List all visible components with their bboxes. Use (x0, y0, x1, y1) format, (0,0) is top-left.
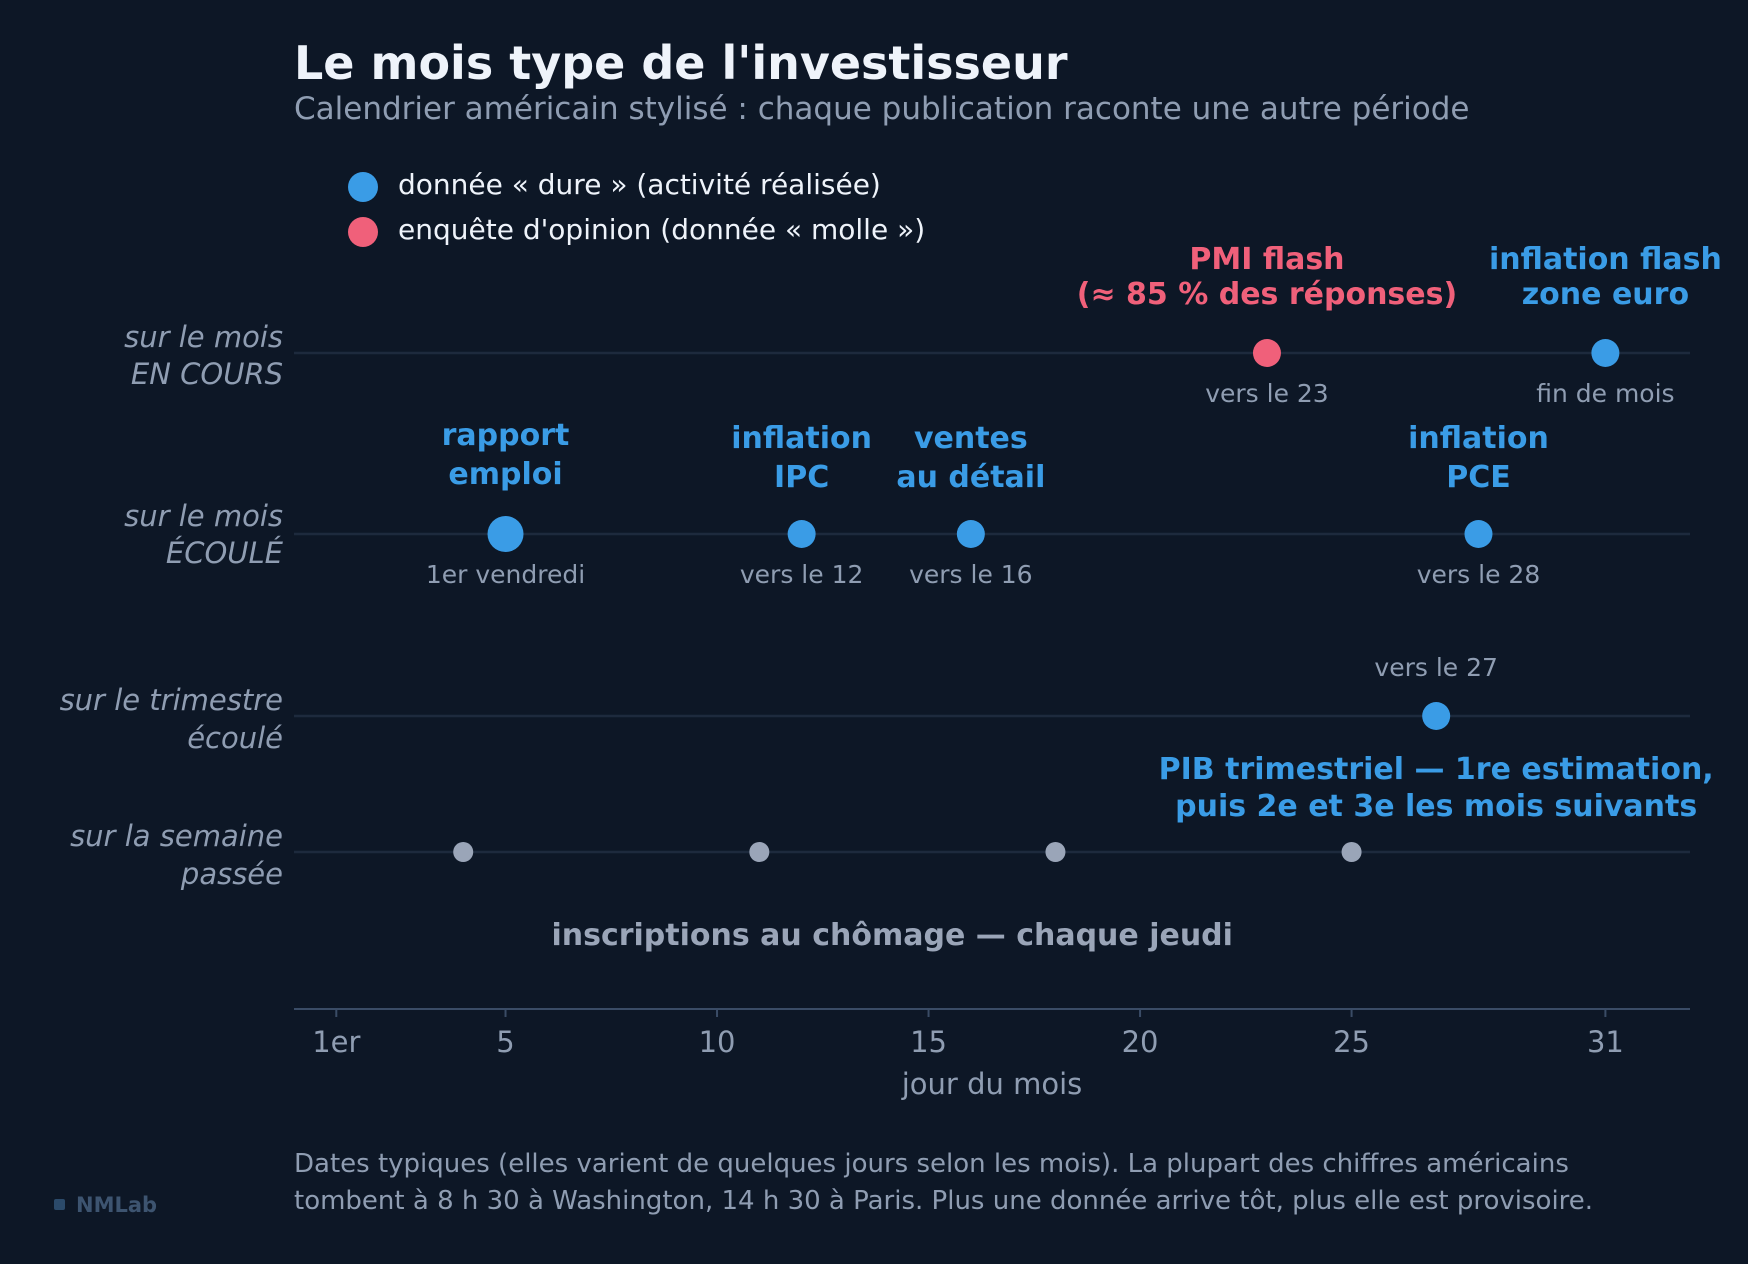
row-label: EN COURS (131, 357, 283, 391)
row-label: sur la semaine (70, 819, 283, 853)
event-markers: PMI flash(≈ 85 % des réponses) vers le 23… (426, 242, 1722, 824)
chart-title: Le mois type de l'investisseur (294, 36, 1068, 90)
event-date-label: fin de mois (1536, 379, 1674, 408)
event-group: rapport emploi 1er vendredi (426, 418, 585, 589)
event-label: inflation flash (1489, 242, 1722, 277)
event-group: inflation IPC vers le 12 (731, 421, 872, 589)
event-label: ventes (914, 421, 1028, 456)
event-label: inflation (1408, 421, 1549, 456)
event-point (1422, 702, 1451, 730)
event-group: ventes au détail vers le 16 (896, 421, 1045, 589)
x-tick-label: 20 (1122, 1025, 1159, 1059)
x-axis-title: jour du mois (901, 1067, 1083, 1101)
x-tick-label: 10 (699, 1025, 736, 1059)
chart-subtitle: Calendrier américain stylisé : chaque pu… (294, 91, 1469, 127)
event-date-label: vers le 27 (1374, 653, 1498, 682)
x-tick-label: 1er (312, 1025, 360, 1059)
weekly-series: inscriptions au chômage — chaque jeudi (453, 842, 1362, 953)
event-label: emploi (448, 457, 562, 492)
weekly-point (1341, 842, 1362, 862)
legend: donnée « dure » (activité réalisée) enqu… (348, 168, 925, 247)
event-label: inflation (731, 421, 872, 456)
legend-marker-hard (348, 172, 378, 202)
footnote-line-1: Dates typiques (elles varient de quelque… (294, 1149, 1569, 1179)
event-group: PIB trimestriel — 1re estimation,puis 2e… (1159, 653, 1714, 824)
x-tick-label: 31 (1587, 1025, 1624, 1059)
row-label: sur le trimestre (60, 683, 283, 717)
event-date-label: vers le 16 (909, 560, 1033, 589)
event-label: zone euro (1522, 277, 1689, 312)
weekly-label: inscriptions au chômage — chaque jeudi (551, 918, 1233, 953)
event-point (1252, 339, 1281, 367)
event-label: PIB trimestriel — 1re estimation, (1159, 752, 1714, 787)
event-label: IPC (774, 460, 829, 495)
legend-label-soft: enquête d'opinion (donnée « molle ») (398, 213, 925, 246)
weekly-point (749, 842, 770, 862)
event-date-label: vers le 23 (1205, 379, 1329, 408)
x-tick-label: 15 (910, 1025, 947, 1059)
event-label: au détail (896, 460, 1045, 495)
event-group: inflation PCE vers le 28 (1408, 421, 1549, 589)
event-date-label: 1er vendredi (426, 560, 585, 589)
brand-logo-icon (54, 1199, 65, 1210)
row-label: ÉCOULÉ (166, 536, 284, 570)
footnote-line-2: tombent à 8 h 30 à Washington, 14 h 30 à… (294, 1186, 1593, 1216)
row-label: écoulé (187, 721, 283, 755)
event-label: puis 2e et 3e les mois suivants (1175, 789, 1697, 824)
row-label: sur le mois (124, 320, 283, 354)
weekly-point (1045, 842, 1066, 862)
event-date-label: vers le 12 (740, 560, 864, 589)
event-point (1591, 339, 1620, 367)
row-label: passée (180, 857, 283, 891)
x-tick-label: 5 (496, 1025, 514, 1059)
event-date-label: vers le 28 (1417, 560, 1541, 589)
event-label: PCE (1446, 460, 1511, 495)
event-point (487, 516, 524, 552)
event-point (787, 520, 816, 548)
row-label: sur le mois (124, 499, 283, 533)
event-point (956, 520, 985, 548)
event-label: (≈ 85 % des réponses) (1077, 277, 1457, 312)
x-axis-ticks: 1er 5 10 15 20 25 31 (312, 1009, 1624, 1059)
event-label: rapport (442, 418, 570, 453)
x-tick-label: 25 (1333, 1025, 1370, 1059)
legend-marker-soft (348, 217, 378, 247)
event-group: PMI flash(≈ 85 % des réponses) vers le 23 (1077, 242, 1457, 408)
event-point (1464, 520, 1493, 548)
weekly-point (453, 842, 474, 862)
event-label: PMI flash (1189, 242, 1344, 277)
legend-label-hard: donnée « dure » (activité réalisée) (398, 168, 881, 201)
brand-label: NMLab (76, 1193, 157, 1217)
